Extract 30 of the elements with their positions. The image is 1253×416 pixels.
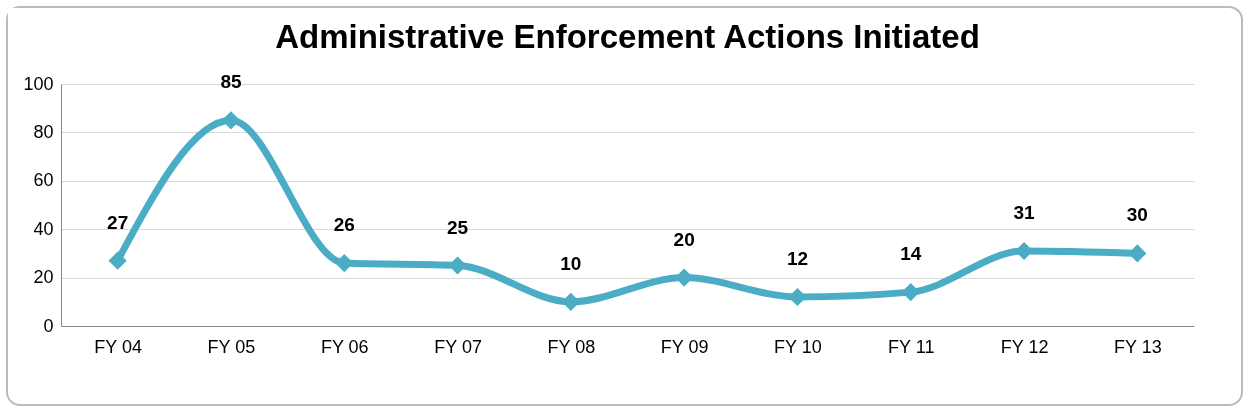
data-label: 31 <box>1013 201 1036 223</box>
y-tick-label: 80 <box>33 121 54 142</box>
x-tick-label: FY 07 <box>434 336 482 357</box>
x-tick-label: FY 12 <box>1000 336 1049 357</box>
point <box>108 251 127 270</box>
data-label: 12 <box>786 247 809 269</box>
y-tick-label: 40 <box>33 218 54 239</box>
y-tick-label: 0 <box>43 315 54 336</box>
chart-title: Administrative Enforcement Actions Initiated <box>275 18 980 56</box>
point <box>221 111 241 130</box>
data-label: 30 <box>1126 204 1148 226</box>
point <box>788 287 807 307</box>
x-tick-label: FY 04 <box>94 336 142 357</box>
data-label: 14 <box>900 243 922 265</box>
x-tick-label: FY 10 <box>774 336 822 357</box>
y-tick-label: 100 <box>23 73 54 94</box>
x-tick-label: FY 09 <box>660 336 709 357</box>
data-label: 26 <box>333 214 355 236</box>
data-label: 27 <box>107 211 129 233</box>
x-tick-label: FY 05 <box>207 336 256 357</box>
x-tick-label: FY 11 <box>888 336 935 357</box>
x-tick-label: FY 06 <box>320 336 369 357</box>
y-tick-label: 60 <box>33 170 54 191</box>
data-label: 10 <box>560 252 582 274</box>
y-tick-label: 20 <box>33 267 54 288</box>
data-label: 85 <box>220 71 242 93</box>
data-label: 20 <box>673 228 695 250</box>
x-tick-label: FY 08 <box>547 336 596 357</box>
data-label: 25 <box>446 216 469 238</box>
x-tick-label: FY 13 <box>1114 336 1162 357</box>
